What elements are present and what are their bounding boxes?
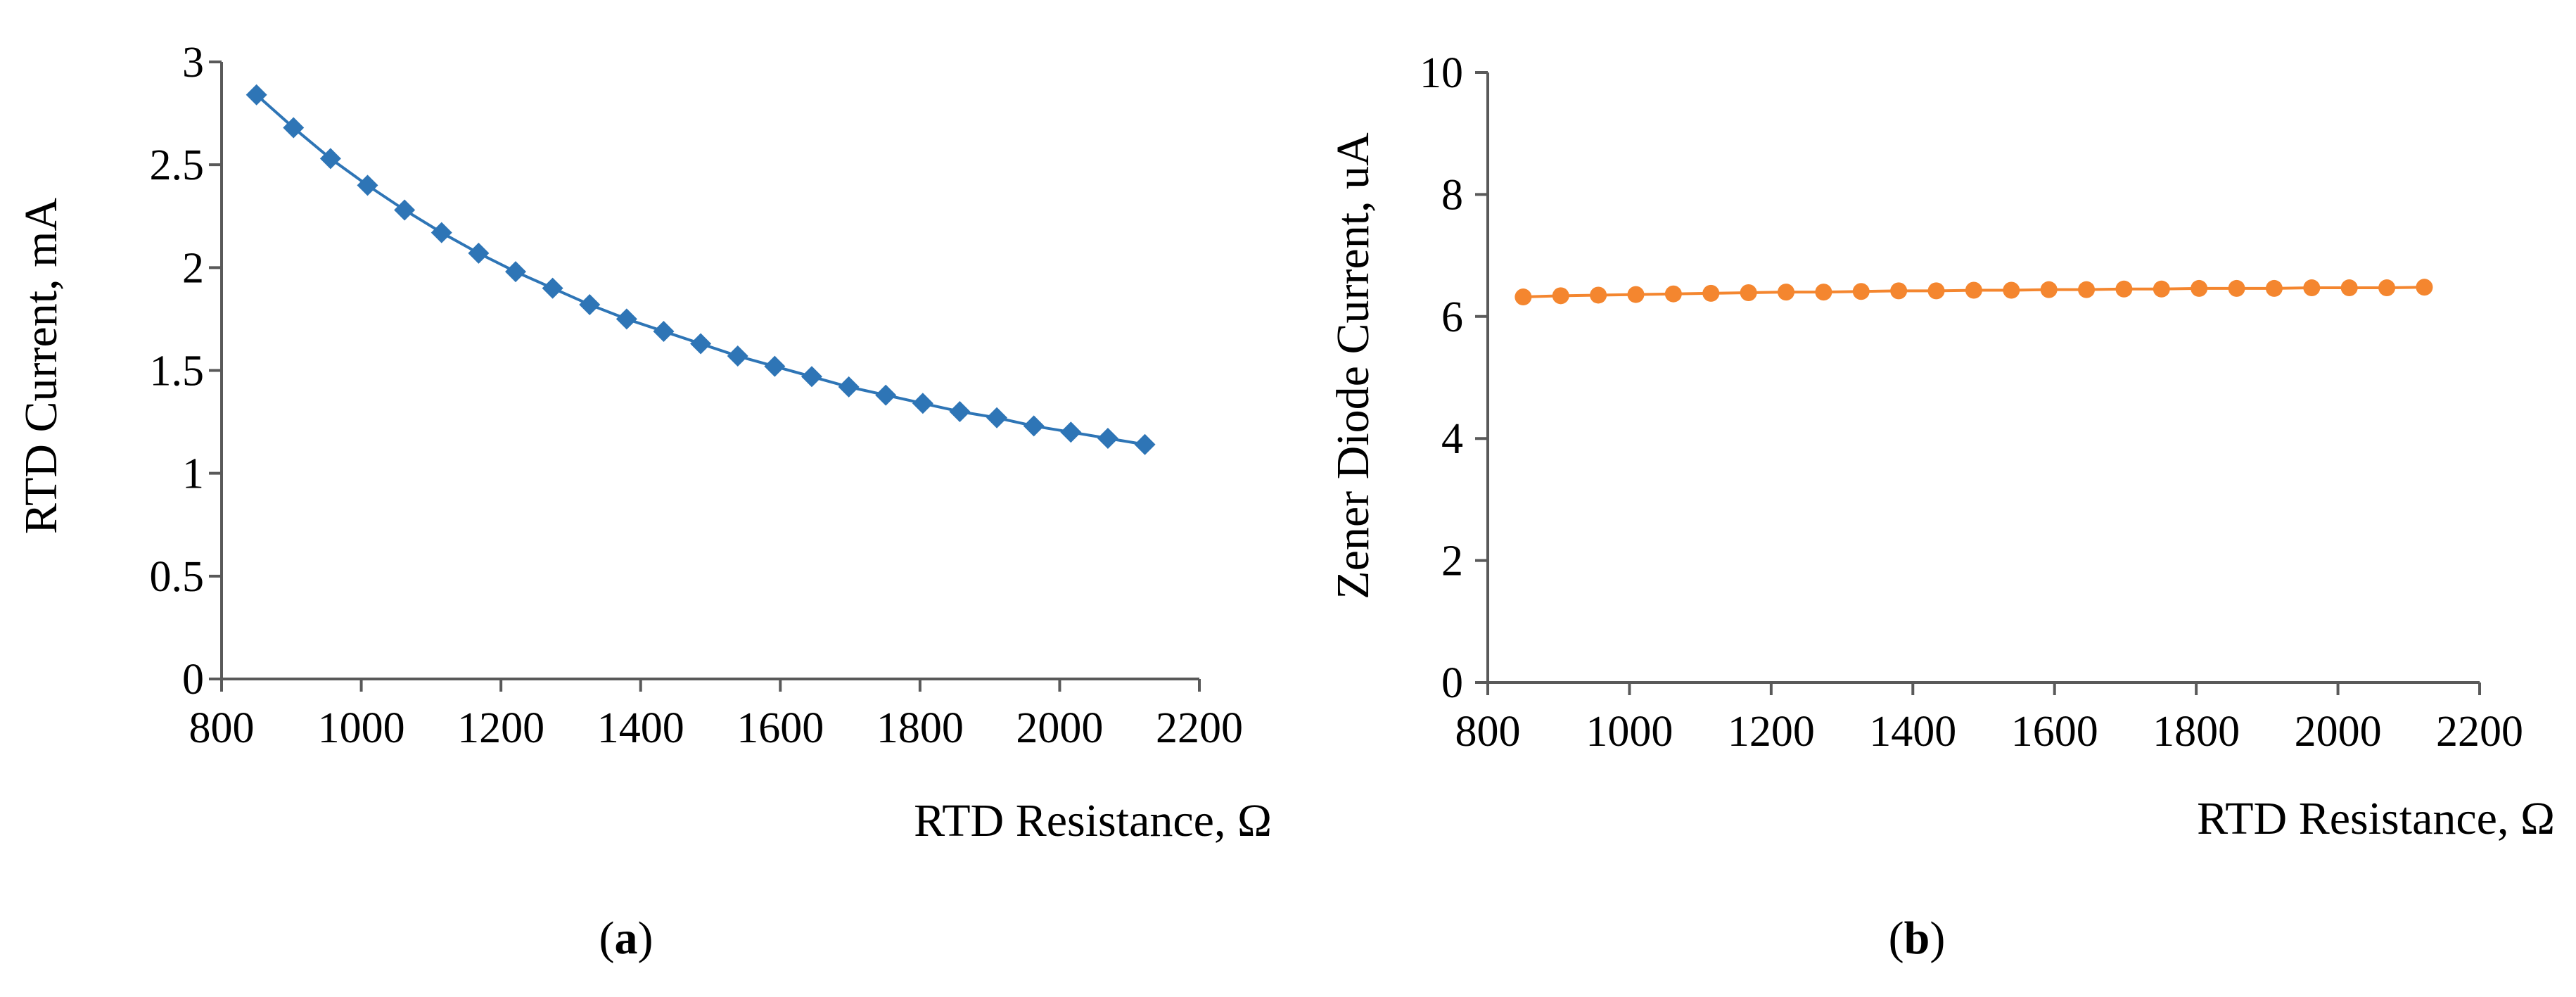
- x-tick-label: 2200: [1156, 704, 1243, 752]
- caption-open-paren: (: [599, 913, 615, 964]
- x-tick-label: 2000: [2295, 708, 2382, 756]
- data-point: [2228, 279, 2245, 297]
- data-point: [1927, 282, 1945, 300]
- chart-a: 0 0.5 1 1.5 2 2.5 3 800 1000 1200 1400 1600 1800 2000…: [15, 39, 1272, 964]
- caption-letter: a: [615, 913, 638, 964]
- y-axis-title: RTD Current, mA: [15, 198, 67, 534]
- data-point: [1852, 283, 1870, 300]
- data-point: [579, 293, 601, 315]
- data-point: [2003, 281, 2020, 299]
- data-point: [394, 199, 416, 221]
- data-point: [1134, 433, 1156, 455]
- data-point: [2303, 279, 2321, 297]
- y-tick-label: 10: [1420, 49, 1463, 97]
- data-point: [1664, 285, 1682, 303]
- data-point: [319, 148, 341, 170]
- chart-b: 0 2 4 6 8 10 800 1000 1200 1400 1600 1800 2000 2200 RT…: [1327, 49, 2555, 964]
- data-point: [2378, 279, 2396, 297]
- data-point: [431, 222, 452, 243]
- x-tick-label: 1600: [737, 704, 824, 752]
- caption-close-paren: ): [1930, 913, 1945, 964]
- data-point: [1097, 427, 1118, 449]
- data-point: [875, 384, 897, 406]
- x-axis-title: RTD Resistance, Ω: [2197, 793, 2555, 844]
- data-point: [1515, 288, 1532, 306]
- x-tick-label: 2200: [2436, 708, 2523, 756]
- x-tick-label: 1800: [2153, 708, 2240, 756]
- y-tick-label: 2: [182, 244, 204, 292]
- data-point: [2115, 280, 2133, 298]
- x-axis-title: RTD Resistance, Ω: [914, 795, 1272, 846]
- data-point: [764, 355, 786, 377]
- data-point: [1815, 284, 1832, 301]
- x-tick-label: 1200: [457, 704, 544, 752]
- y-tick-label: 3: [182, 39, 204, 87]
- y-tick-label: 2.5: [150, 141, 205, 189]
- y-tick-label: 8: [1441, 171, 1463, 219]
- data-point: [2265, 279, 2283, 297]
- data-point: [949, 400, 971, 422]
- y-tick-label: 6: [1441, 293, 1463, 341]
- data-point: [357, 174, 378, 196]
- chart-caption: (b): [1889, 913, 1946, 964]
- data-point: [1552, 287, 1569, 305]
- x-tick-label: 1400: [1869, 708, 1956, 756]
- x-tick-label: 1200: [1728, 708, 1815, 756]
- data-point: [468, 242, 490, 264]
- data-point: [2340, 279, 2358, 297]
- data-point: [727, 345, 748, 367]
- x-tick-label: 1400: [597, 704, 684, 752]
- y-tick-label: 0: [1441, 659, 1463, 707]
- x-tick-label: 1800: [876, 704, 964, 752]
- data-point: [1023, 415, 1045, 437]
- data-point: [986, 407, 1008, 428]
- data-point: [616, 308, 637, 330]
- data-point: [2416, 279, 2433, 296]
- x-tick-label: 800: [189, 704, 255, 752]
- x-tick-label: 1000: [1586, 708, 1673, 756]
- caption-open-paren: (: [1889, 913, 1904, 964]
- data-point: [1627, 286, 1645, 303]
- data-point: [2078, 281, 2096, 298]
- x-tick-label: 2000: [1016, 704, 1103, 752]
- data-point: [542, 277, 563, 299]
- x-tick-label: 1000: [318, 704, 405, 752]
- data-point: [246, 84, 267, 106]
- data-point: [283, 117, 305, 139]
- y-tick-label: 0: [182, 656, 204, 704]
- data-point: [1965, 281, 1982, 299]
- y-tick-label: 1: [182, 450, 204, 498]
- data-point: [1590, 286, 1607, 304]
- y-axis-title: Zener Diode Current, uA: [1327, 132, 1379, 599]
- data-point: [1702, 284, 1720, 302]
- data-point: [1060, 421, 1082, 443]
- data-point: [2153, 280, 2170, 298]
- x-tick-label: 800: [1455, 708, 1521, 756]
- data-point: [2040, 281, 2058, 298]
- y-tick-label: 1.5: [150, 348, 205, 395]
- caption-close-paren: ): [638, 913, 653, 964]
- data-point: [653, 320, 675, 342]
- data-point: [912, 393, 933, 414]
- data-point: [1890, 282, 1908, 300]
- y-tick-label: 2: [1441, 538, 1463, 585]
- y-tick-label: 0.5: [150, 553, 205, 601]
- caption-letter: b: [1904, 913, 1930, 964]
- data-point: [690, 333, 712, 355]
- data-point: [2191, 279, 2208, 297]
- data-point: [504, 261, 526, 283]
- data-point: [1740, 284, 1757, 301]
- data-point: [801, 366, 822, 388]
- data-point: [1778, 284, 1795, 301]
- data-point: [838, 376, 860, 398]
- y-tick-label: 4: [1441, 415, 1463, 463]
- chart-caption: (a): [599, 913, 653, 964]
- series-line: [255, 94, 1145, 446]
- x-tick-label: 1600: [2011, 708, 2098, 756]
